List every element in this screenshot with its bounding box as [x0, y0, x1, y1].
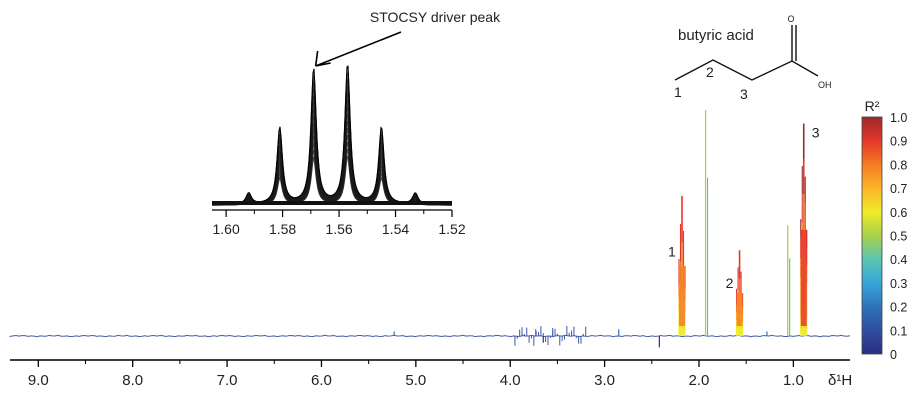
colorbar-gradient: [861, 116, 883, 355]
peak-label: 3: [812, 125, 820, 141]
x-tick-label: 4.0: [500, 372, 521, 389]
inset-trace: [211, 99, 453, 206]
colorbar-tick-label: 0.9: [890, 135, 907, 149]
spectrum-baseline: [9, 334, 851, 338]
peak-label: 2: [726, 275, 734, 291]
inset-baseline-band: [212, 201, 452, 205]
inset-trace: [211, 71, 453, 206]
atom-o-label: O: [787, 14, 794, 24]
spectrum-peak: [704, 110, 709, 336]
colorbar-tick-label: 0.3: [890, 277, 907, 291]
inset-trace: [211, 106, 453, 206]
colorbar-tick-label: 0.7: [890, 182, 907, 196]
colorbar-title: R²: [865, 98, 880, 114]
spectrum-peak: [736, 250, 744, 336]
peak-base: [736, 326, 743, 334]
inset-x-tick-label: 1.52: [438, 221, 465, 237]
colorbar-tick-label: 0.6: [890, 206, 907, 220]
colorbar-tick-label: 1.0: [890, 111, 907, 125]
inset-trace: [211, 65, 453, 206]
x-tick-label: 7.0: [217, 372, 238, 389]
colorbar-tick-label: 0.1: [890, 324, 907, 338]
colorbar-tick-label: 0.5: [890, 230, 907, 244]
colorbar-ticks: 1.0 0.9 0.8 0.7 0.6 0.5 0.4 0.3 0.2 0.1 0: [890, 111, 907, 362]
butyric-acid-structure: butyric acid O OH 1 2 3: [674, 14, 832, 102]
x-axis-ticks: 9.0 8.0 7.0 6.0 5.0 4.0 3.0 2.0 1.0: [28, 360, 804, 389]
molecule-name: butyric acid: [678, 27, 754, 44]
inset-trace: [211, 92, 453, 206]
peak-base: [800, 326, 807, 334]
inset-trace: [211, 85, 453, 206]
r2-colorbar: R² 1.0 0.9 0.8 0.7 0.6 0.5 0.4 0.3 0.2 0.1 0: [861, 98, 907, 362]
x-tick-label: 9.0: [28, 372, 49, 389]
peak-base: [679, 326, 685, 334]
colorbar-tick-label: 0: [890, 348, 897, 362]
inset-trace: [211, 78, 453, 206]
colorbar-tick-label: 0.8: [890, 158, 907, 172]
peak-labels: 1 2 3: [668, 125, 820, 292]
x-axis: 9.0 8.0 7.0 6.0 5.0 4.0 3.0 2.0 1.0: [10, 359, 850, 389]
x-tick-label: 3.0: [594, 372, 615, 389]
inset-multiplet: 1.60 1.58 1.56 1.54 1.52 STOCSY driver peak: [211, 9, 501, 237]
inset-trace: [212, 113, 453, 206]
colorbar-tick-label: 0.4: [890, 253, 907, 267]
spectrum-peak: [787, 225, 791, 336]
spectrum-peak: [800, 123, 808, 336]
inset-x-axis-ticks: 1.60 1.58 1.56 1.54 1.52: [212, 210, 466, 237]
x-axis-label: δ¹H: [828, 372, 852, 389]
carbon-label-2: 2: [706, 64, 714, 80]
driver-peak-arrow: [314, 31, 402, 67]
x-tick-label: 2.0: [689, 372, 710, 389]
peak-label: 1: [668, 244, 676, 260]
spectrum-peak: [678, 195, 686, 336]
carbon-label-3: 3: [740, 86, 748, 102]
x-tick-label: 8.0: [122, 372, 143, 389]
inset-x-tick-label: 1.54: [382, 221, 409, 237]
spectrum-peaks: [678, 110, 808, 336]
main-spectrum: 1 2 3: [9, 110, 851, 348]
carbon-label-1: 1: [674, 84, 682, 100]
inset-traces: [211, 65, 453, 206]
driver-peak-annotation: STOCSY driver peak: [370, 9, 501, 25]
x-tick-label: 5.0: [405, 372, 426, 389]
atom-oh-label: OH: [818, 80, 832, 90]
baseline-features: [393, 326, 768, 348]
molecule-bonds: [674, 25, 819, 81]
colorbar-tick-label: 0.2: [890, 301, 907, 315]
peak-body: [736, 293, 743, 328]
peak-body: [679, 265, 685, 328]
peak-body: [800, 229, 807, 328]
inset-x-tick-label: 1.58: [269, 221, 296, 237]
x-tick-label: 6.0: [311, 372, 332, 389]
inset-x-tick-label: 1.56: [325, 221, 352, 237]
x-tick-label: 1.0: [783, 372, 804, 389]
inset-trace: [211, 120, 453, 206]
inset-x-tick-label: 1.60: [212, 221, 239, 237]
